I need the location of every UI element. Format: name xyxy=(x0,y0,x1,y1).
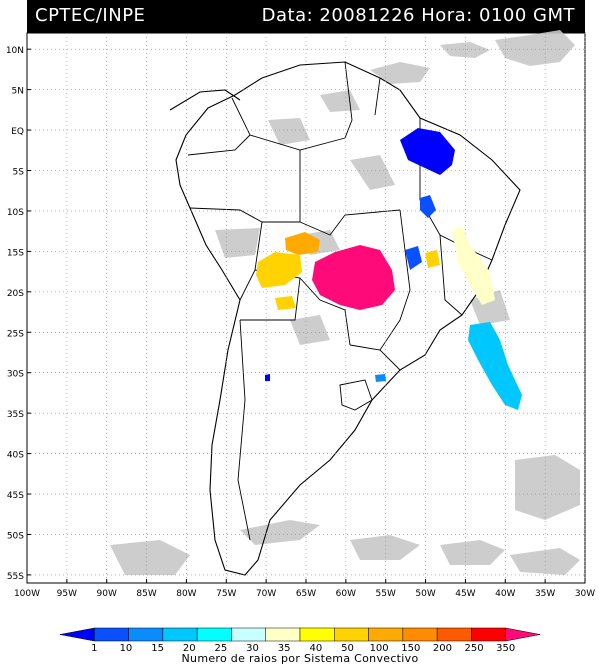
lon-tick-label: 65W xyxy=(296,589,316,599)
lat-tick-label: 40S xyxy=(7,451,24,461)
colorbar-swatch xyxy=(231,627,266,642)
activity-region-yellow xyxy=(256,252,302,288)
lon-tick-label: 95W xyxy=(57,589,77,599)
source-label: CPTEC/INPE xyxy=(35,5,146,26)
colorbar-label: 25 xyxy=(215,643,228,654)
lon-tick-label: 75W xyxy=(216,589,236,599)
lon-tick-label: 100W xyxy=(14,589,40,599)
colorbar: 1 10 15 20 25 30 35 40 50 100 150 200 250 350 xyxy=(59,627,541,654)
colorbar-swatch xyxy=(196,627,232,642)
colorbar-label: 200 xyxy=(433,643,452,654)
activity-region-ne-blue-small xyxy=(420,195,436,218)
lon-tick-label: 40W xyxy=(495,589,515,599)
colorbar-label: 20 xyxy=(183,643,196,654)
lon-tick-label: 85W xyxy=(136,589,156,599)
lon-tick-label: 70W xyxy=(256,589,276,599)
lat-tick-label: EQ xyxy=(11,127,24,137)
activity-region-ne-blue xyxy=(400,128,455,175)
colorbar-label: 100 xyxy=(370,643,389,654)
colorbar-label: 15 xyxy=(151,643,164,654)
lat-tick-label: 10S xyxy=(7,208,24,218)
colorbar-swatch xyxy=(162,627,198,642)
map-header: CPTEC/INPE Data: 20081226 Hora: 0100 GMT xyxy=(27,0,585,33)
colorbar-swatch xyxy=(368,627,404,642)
activity-region-cyan xyxy=(468,322,522,410)
lat-tick-label: 5N xyxy=(12,87,24,97)
activity-region-blue-mid xyxy=(405,246,422,270)
datetime-label: Data: 20081226 Hora: 0100 GMT xyxy=(261,5,575,26)
lon-tick-label: 60W xyxy=(336,589,356,599)
colorbar-title: Numero de raios por Sistema Convectivo xyxy=(181,652,419,665)
lat-tick-label: 30S xyxy=(7,370,24,380)
continent-outline xyxy=(169,61,521,576)
activity-region-yellow-south xyxy=(275,296,296,310)
activity-region-central-pink xyxy=(312,245,395,310)
colorbar-swatch xyxy=(334,627,369,642)
colorbar-label: 35 xyxy=(278,643,291,654)
lon-tick-label: 80W xyxy=(176,589,196,599)
lat-tick-label: 50S xyxy=(7,531,24,541)
colorbar-label: 10 xyxy=(120,643,133,654)
colorbar-label: 350 xyxy=(496,643,515,654)
colorbar-swatch xyxy=(94,627,129,642)
colorbar-swatch xyxy=(402,627,438,642)
colorbar-label: 250 xyxy=(465,643,484,654)
axis-tick-labels: 10N 5N EQ 5S 10S 15S 20S 25S 30S 35S 40S 45S 50S 55S 1… xyxy=(6,46,595,599)
activity-region-cyan-small xyxy=(375,374,386,382)
lon-tick-label: 45W xyxy=(455,589,475,599)
colorbar-swatch xyxy=(128,627,164,642)
lon-tick-label: 90W xyxy=(97,589,117,599)
lat-tick-label: 25S xyxy=(7,329,24,339)
activity-region-orange xyxy=(285,232,320,255)
colorbar-swatch xyxy=(299,627,335,642)
lightning-activity xyxy=(256,128,522,410)
colorbar-label: 150 xyxy=(401,643,420,654)
lat-tick-label: 20S xyxy=(7,289,24,299)
lat-tick-label: 45S xyxy=(7,491,24,501)
colorbar-swatch xyxy=(471,627,506,642)
lon-tick-label: 35W xyxy=(535,589,555,599)
colorbar-label: 1 xyxy=(91,643,97,654)
lat-tick-label: 10N xyxy=(6,46,24,56)
colorbar-swatch xyxy=(436,627,472,642)
colorbar-label: 50 xyxy=(341,643,354,654)
colorbar-swatch xyxy=(59,627,95,642)
lat-tick-label: 15S xyxy=(7,248,24,258)
activity-region-blue-dot xyxy=(265,374,270,381)
lat-tick-label: 5S xyxy=(13,168,25,178)
lon-tick-label: 55W xyxy=(376,589,396,599)
lon-tick-label: 50W xyxy=(415,589,435,599)
lat-tick-label: 55S xyxy=(7,572,24,582)
lat-tick-label: 35S xyxy=(7,410,24,420)
colorbar-label: 30 xyxy=(246,643,259,654)
activity-region-gold xyxy=(425,250,440,268)
colorbar-label: 40 xyxy=(309,643,322,654)
lon-tick-label: 30W xyxy=(575,589,595,599)
activity-region-pale xyxy=(452,226,495,305)
colorbar-swatch xyxy=(265,627,301,642)
colorbar-swatch xyxy=(505,627,541,642)
